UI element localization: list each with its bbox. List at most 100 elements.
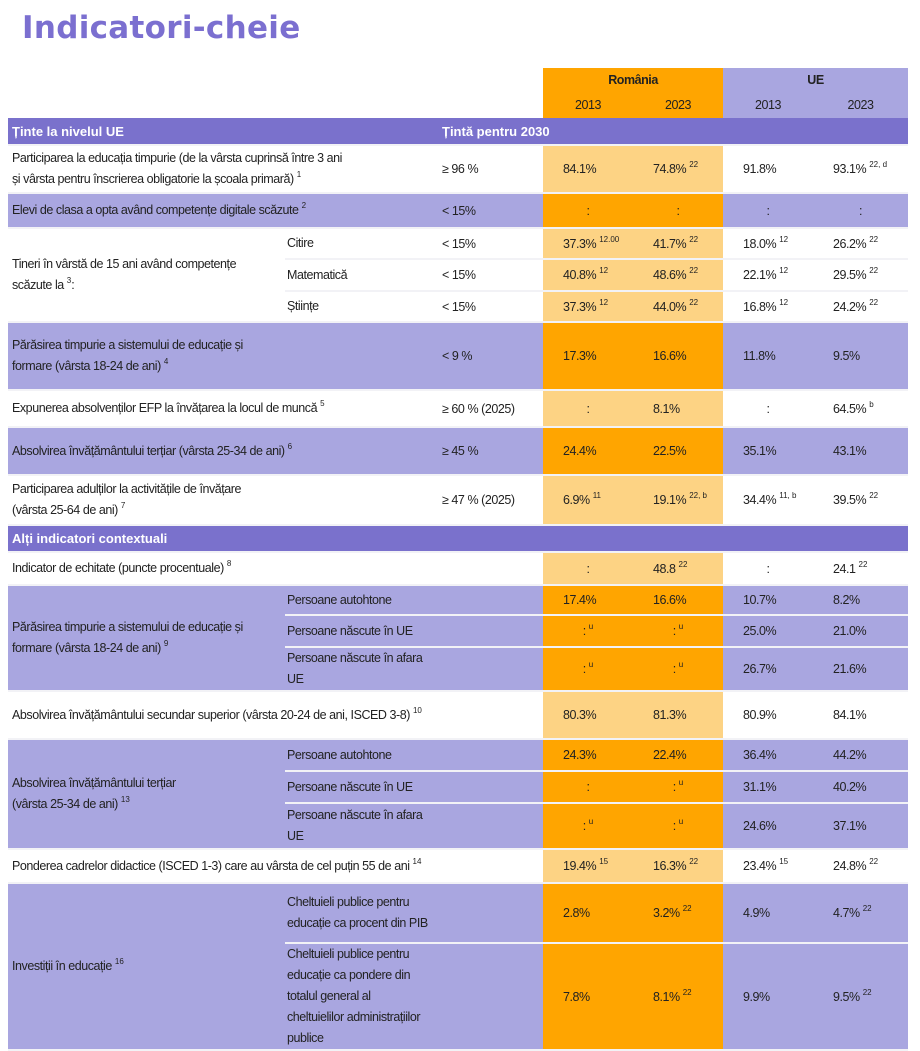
indicator-label: Elevi de clasa a opta având competențe d… — [8, 193, 440, 229]
value-ro-2023: 41.7% 22 — [633, 228, 724, 260]
value-text: 17.4% — [563, 593, 597, 607]
indicator-label-line: Părăsirea timpurie a sistemului de educa… — [12, 335, 440, 356]
footnote-ref: 22 — [869, 491, 879, 500]
header-row-years: 2013 2023 2013 2023 — [8, 92, 909, 118]
table-subrow: Tineri în vârstă de 15 ani având compete… — [8, 228, 909, 323]
value-ro-2013: 80.3% — [543, 691, 633, 740]
label-text: Absolvirea învățământului terțiar — [12, 776, 176, 790]
value-text: 9.9% — [743, 989, 770, 1004]
indicator-label-line: Participarea adulților la activitățile d… — [12, 479, 440, 500]
label-text: Expunerea absolvenților EFP la învățarea… — [12, 401, 318, 415]
subindicator-label: Persoane născute în afara UE — [285, 803, 440, 850]
header-row-countries: România UE — [8, 68, 909, 92]
footnote-ref: 22 — [689, 857, 699, 866]
value-ue-2023: 8.2% — [813, 585, 909, 616]
target-value — [440, 647, 543, 692]
table-subrow: Persoane născute în UE:: u 31.1% 40.2% — [8, 771, 909, 804]
value-text: : — [676, 203, 680, 218]
indicator-label: Ponderea cadrelor didactice (ISCED 1-3) … — [8, 849, 440, 884]
value-ue-2013: 9.9% — [723, 943, 814, 1051]
footnote-ref: 22 — [869, 297, 879, 307]
value-ro-2013: 6.9% 11 — [543, 475, 633, 526]
footnote-ref: 14 — [412, 856, 422, 866]
value-ue-2023: 24.1 22 — [813, 552, 909, 586]
value-text: 18.0% — [743, 236, 777, 251]
footnote-ref: 12 — [779, 234, 789, 244]
value-ro-2013: 84.1% — [543, 145, 633, 194]
value-ro-2013: 37.3% 12 — [543, 291, 633, 323]
footnote-ref: u — [678, 778, 684, 787]
indicator-label-line: și vârsta pentru înscrierea obligatorie … — [12, 169, 440, 190]
value-text: 23.4% — [743, 859, 777, 873]
value-ro-2023: 16.3% 22 — [633, 849, 724, 884]
value-text: : — [859, 203, 863, 218]
table-subrow: Absolvirea învățământului terțiar (vârsta… — [8, 739, 909, 850]
subindicator-label: Persoane născute în UE — [285, 771, 440, 804]
footnote-ref: 22 — [682, 987, 692, 997]
footnote-ref: 22 — [869, 234, 879, 244]
value-ro-2023: :u — [633, 615, 724, 648]
indicator-label: Absolvirea învățământului terțiar (vârsta… — [8, 739, 285, 850]
subindicator-label: Științe — [285, 291, 440, 323]
target-value: < 15% — [440, 228, 543, 260]
footnote-ref: 1 — [296, 170, 302, 179]
value-text: 31.1% — [743, 780, 777, 794]
value-ro-2023: 81.3% — [633, 691, 724, 740]
value-text: 39.5% — [833, 493, 867, 507]
value-text: 40.8% — [563, 268, 597, 282]
footnote-ref: 12 — [599, 266, 609, 275]
value-text: 41.7% — [653, 236, 687, 251]
value-text: 24.3% — [563, 748, 597, 762]
footnote-ref: 22 — [678, 559, 688, 569]
value-ro-2023: :u — [633, 803, 724, 850]
value-text: 37.3% — [563, 299, 597, 314]
indicator-label-line: scăzute la 3: — [12, 275, 285, 296]
value-ro-2023: 16.6% — [633, 585, 724, 616]
value-ue-2013: 18.0% 12 — [723, 228, 814, 260]
value-text: 3.2% — [653, 906, 680, 920]
footnote-ref: 6 — [287, 441, 293, 451]
value-ue-2023: 24.8% 22 — [813, 849, 909, 884]
value-text: 4.7% — [833, 906, 860, 920]
value-text: 9.5% — [833, 989, 860, 1004]
value-text: 21.0% — [833, 624, 867, 638]
label-text: Absolvirea învățământului secundar super… — [12, 707, 410, 722]
value-text: 36.4% — [743, 748, 777, 762]
footnote-ref: u — [588, 622, 594, 631]
value-ro-2013: 17.4% — [543, 585, 633, 616]
footnote-ref: 12 — [779, 297, 789, 307]
value-text: 22.4% — [653, 748, 687, 762]
label-text: și vârsta pentru înscrierea obligatorie … — [12, 172, 294, 186]
value-text: : — [672, 819, 676, 833]
section-header: Ținte la nivelul UE Țintă pentru 2030 — [8, 118, 909, 146]
table-subrow: Persoane născute în UE: u: u 25.0% 21.0% — [8, 615, 909, 648]
indicator-label-line: Ponderea cadrelor didactice (ISCED 1-3) … — [12, 856, 440, 877]
target-value — [440, 615, 543, 648]
footnote-ref: 22 — [869, 857, 879, 866]
value-ue-2023: 84.1% — [813, 691, 909, 740]
value-ue-2013: 16.8% 12 — [723, 291, 814, 323]
indicator-label: Participarea la educația timpurie (de la… — [8, 145, 440, 194]
value-ue-2013: 10.7% — [723, 585, 814, 616]
value-ue-2023: 9.5% — [813, 322, 909, 391]
value-text: : — [672, 662, 676, 676]
value-text: 84.1% — [833, 708, 867, 722]
value-ue-2023: 39.5% 22 — [813, 475, 909, 526]
indicator-label: Tineri în vârstă de 15 ani având compete… — [8, 228, 285, 323]
value-ue-2013: 26.7% — [723, 647, 814, 692]
value-ro-2023: 74.8% 22 — [633, 145, 724, 194]
footnote-ref: u — [678, 660, 684, 669]
indicator-label: Absolvirea învățământului secundar super… — [8, 691, 440, 740]
target-value: ≥ 96 % — [440, 145, 543, 194]
footnote-ref: 15 — [599, 857, 609, 866]
value-ro-2023: 8.1% 22 — [633, 943, 724, 1051]
value-ue-2023: 9.5% 22 — [813, 943, 909, 1051]
value-text: 11.8% — [743, 349, 776, 363]
value-ro-2023: 19.1% 22, b — [633, 475, 724, 526]
value-text: 80.9% — [743, 708, 777, 722]
value-text: : — [586, 203, 590, 218]
value-ro-2013: 7.8% — [543, 943, 633, 1051]
value-text: 48.8 — [653, 561, 676, 576]
target-value: ≥ 47 % (2025) — [440, 475, 543, 526]
value-ue-2013: 91.8% — [723, 145, 814, 194]
